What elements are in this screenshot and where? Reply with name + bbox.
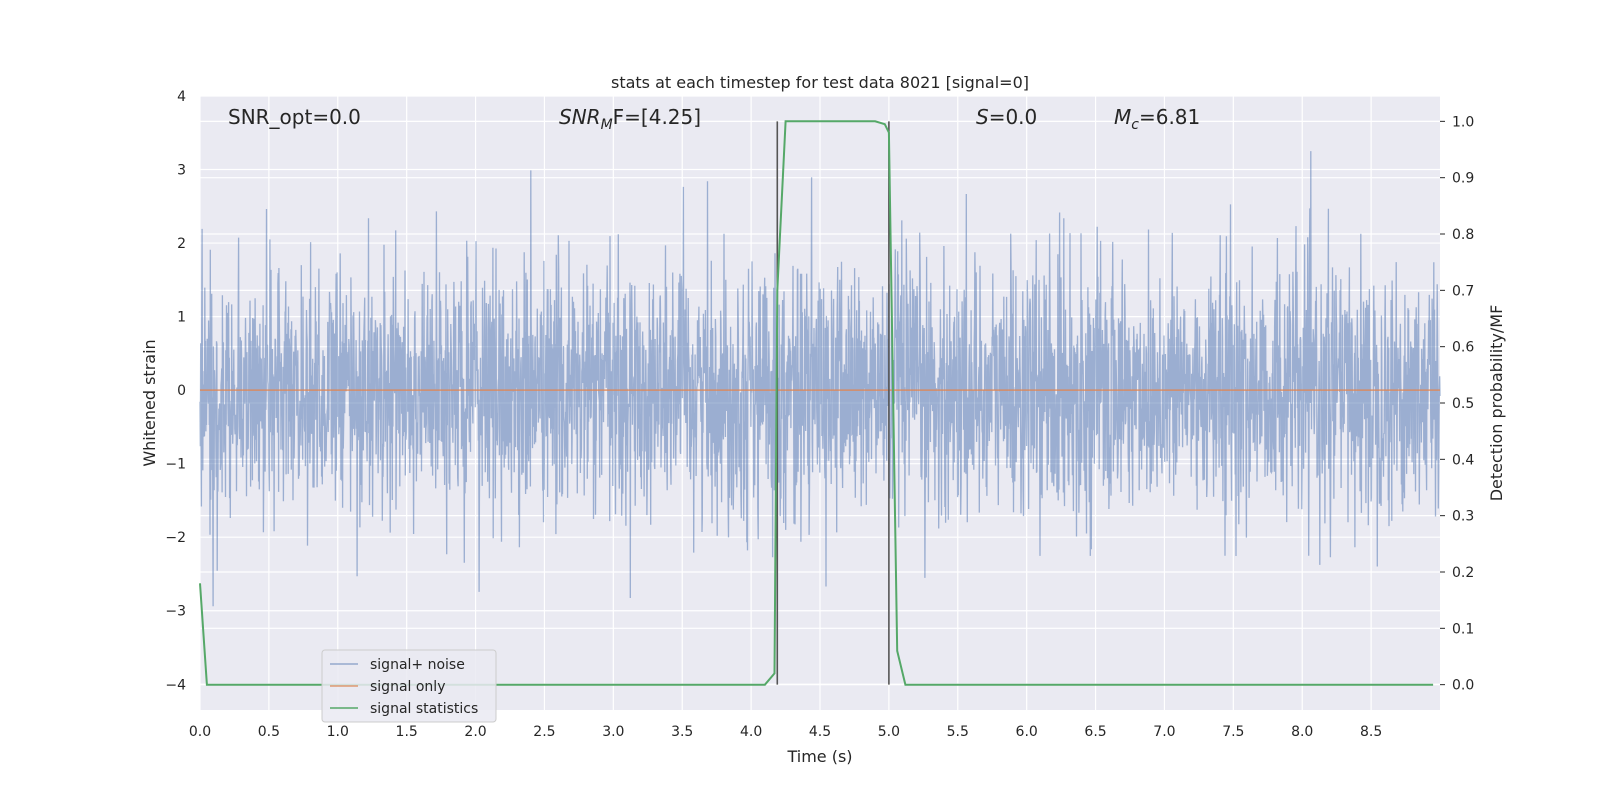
annotation-mc-rest: =6.81 bbox=[1139, 105, 1200, 129]
legend-label-signal-statistics: signal statistics bbox=[370, 701, 478, 717]
right-tick-labels: 1.0 0.9 0.8 0.7 0.6 0.5 0.4 0.3 0.2 0.1 0.0 bbox=[1440, 114, 1474, 694]
y-axis-label-left: Whitened strain bbox=[140, 339, 159, 466]
y-tick-label-left: −3 bbox=[165, 604, 186, 620]
legend-label-signal-noise: signal+ noise bbox=[370, 657, 465, 673]
x-tick-label: 5.0 bbox=[878, 724, 900, 740]
legend-label-signal-only: signal only bbox=[370, 679, 445, 695]
y-tick-label-right: 0.1 bbox=[1452, 621, 1474, 637]
annotation-mc-main: M bbox=[1114, 105, 1131, 129]
y-tick-label-left: −1 bbox=[165, 457, 186, 473]
x-tick-label: 0.0 bbox=[189, 724, 211, 740]
x-tick-label: 3.0 bbox=[602, 724, 624, 740]
x-tick-label: 8.5 bbox=[1360, 724, 1382, 740]
x-tick-label: 6.5 bbox=[1084, 724, 1106, 740]
chart-title: stats at each timestep for test data 802… bbox=[611, 73, 1029, 92]
annotation-snr-mf-main: SNR bbox=[559, 105, 601, 129]
x-tick-label: 4.0 bbox=[740, 724, 762, 740]
x-tick-label: 1.5 bbox=[396, 724, 418, 740]
y-tick-label-right: 0.5 bbox=[1452, 396, 1474, 412]
y-tick-label-right: 0.4 bbox=[1452, 452, 1474, 468]
y-tick-label-left: 0 bbox=[177, 383, 186, 399]
x-tick-label: 5.5 bbox=[947, 724, 969, 740]
x-tick-label: 7.5 bbox=[1222, 724, 1244, 740]
series-signal-statistics bbox=[199, 120, 1434, 686]
y-tick-label-right: 0.6 bbox=[1452, 340, 1474, 356]
x-tick-label: 0.5 bbox=[258, 724, 280, 740]
annotation-snr-opt: SNR_opt=0.0 bbox=[228, 105, 361, 129]
y-tick-label-left: 3 bbox=[177, 163, 186, 179]
y-tick-label-right: 1.0 bbox=[1452, 114, 1474, 130]
y-tick-label-left: −2 bbox=[165, 530, 186, 546]
x-tick-label: 8.0 bbox=[1291, 724, 1313, 740]
annotation-snr-mf-sub: M bbox=[601, 117, 613, 133]
left-tick-labels: 4 3 2 1 0 −1 −2 −3 −4 bbox=[165, 89, 186, 693]
x-tick-label: 1.0 bbox=[327, 724, 349, 740]
y-tick-label-left: 1 bbox=[177, 310, 186, 326]
y-tick-label-left: 4 bbox=[177, 89, 186, 105]
x-tick-label: 6.0 bbox=[1016, 724, 1038, 740]
y-tick-label-left: −4 bbox=[165, 677, 186, 693]
annotation-snr-mf: SNRMF=[4.25] bbox=[559, 105, 701, 133]
x-tick-label: 3.5 bbox=[671, 724, 693, 740]
legend: signal+ noise signal only signal statist… bbox=[321, 649, 497, 723]
legend-box bbox=[321, 649, 497, 723]
annotation-snr-mf-rest: F=[4.25] bbox=[613, 105, 701, 129]
x-tick-label: 4.5 bbox=[809, 724, 831, 740]
y-tick-label-right: 0.2 bbox=[1452, 565, 1474, 581]
x-tick-label: 7.0 bbox=[1153, 724, 1175, 740]
plot-marks bbox=[199, 120, 1441, 686]
y-tick-label-right: 0.8 bbox=[1452, 227, 1474, 243]
y-tick-label-right: 0.7 bbox=[1452, 283, 1474, 299]
annotation-s-rest: =0.0 bbox=[989, 105, 1038, 129]
x-axis-label: Time (s) bbox=[786, 747, 852, 766]
x-tick-label: 2.5 bbox=[533, 724, 555, 740]
annotation-mc-sub: c bbox=[1131, 117, 1139, 133]
x-tick-label: 2.0 bbox=[464, 724, 486, 740]
y-tick-label-right: 0.0 bbox=[1452, 678, 1474, 694]
y-axis-label-right: Detection probability/MF bbox=[1487, 305, 1506, 502]
y-tick-label-right: 0.3 bbox=[1452, 509, 1474, 525]
y-tick-label-right: 0.9 bbox=[1452, 171, 1474, 187]
annotation-s: S=0.0 bbox=[976, 105, 1037, 129]
x-tick-labels: 0.0 0.5 1.0 1.5 2.0 2.5 3.0 3.5 4.0 4.5 5.0 5.5 6.0 6… bbox=[189, 724, 1382, 740]
annotation-s-main: S bbox=[976, 105, 989, 129]
annotation-mc: Mc=6.81 bbox=[1114, 105, 1200, 133]
y-tick-label-left: 2 bbox=[177, 236, 186, 252]
